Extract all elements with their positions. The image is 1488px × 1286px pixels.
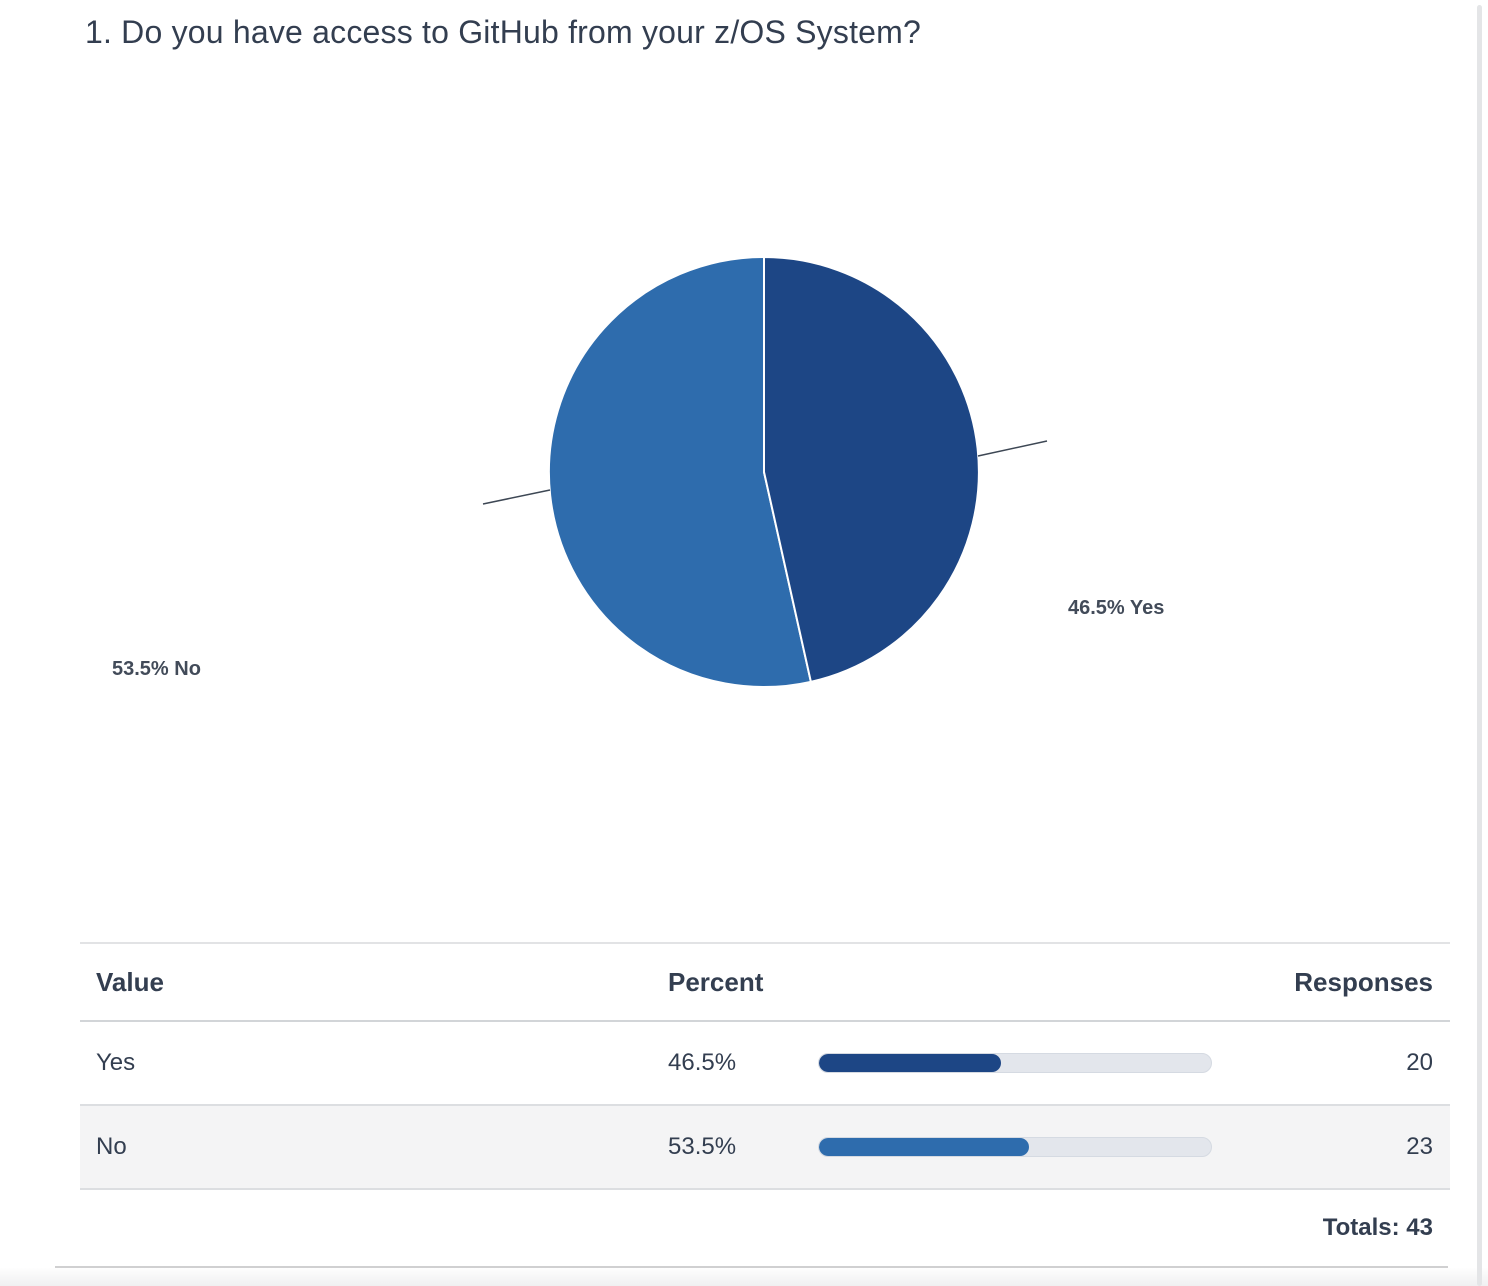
- table-row-no: No 53.5% 23: [80, 1106, 1450, 1190]
- percent-bar-fill: [819, 1054, 1002, 1072]
- table-header-row: Value Percent Responses: [80, 942, 1450, 1022]
- row-responses-count: 23: [1406, 1133, 1433, 1160]
- row-responses-count: 20: [1406, 1049, 1433, 1076]
- row-value-label: No: [96, 1133, 127, 1160]
- row-value-label: Yes: [96, 1049, 136, 1076]
- table-row-yes: Yes 46.5% 20: [80, 1022, 1450, 1106]
- header-value: Value: [96, 966, 164, 997]
- header-percent: Percent: [668, 966, 764, 997]
- table-totals-row: Totals: 43: [80, 1190, 1450, 1266]
- pie-label-yes: 46.5% Yes: [1068, 597, 1165, 619]
- row-percent-text: 46.5%: [668, 1049, 737, 1076]
- row-percent-text: 53.5%: [668, 1133, 737, 1160]
- results-table: Value Percent Responses Yes 46.5% 20 No …: [80, 942, 1450, 1266]
- pie-chart-svg: [482, 256, 1048, 688]
- pie-slice-no: [547, 256, 812, 688]
- totals-text: Totals: 43: [1322, 1214, 1433, 1241]
- percent-bar-fill: [819, 1138, 1029, 1156]
- leader-line-no: [482, 489, 551, 505]
- page-title: 1. Do you have access to GitHub from you…: [85, 14, 922, 50]
- scrollbar-track[interactable]: [1477, 5, 1482, 1286]
- leader-line-yes: [977, 440, 1048, 457]
- percent-bar-track: [818, 1053, 1212, 1073]
- pie-label-no: 53.5% No: [112, 658, 201, 680]
- section-shadow: [0, 1268, 1488, 1286]
- section-divider: [55, 1266, 1448, 1268]
- pie-chart: 46.5% Yes 53.5% No: [0, 160, 1488, 760]
- percent-bar-track: [818, 1137, 1212, 1157]
- pie-slice-yes: [763, 256, 980, 683]
- header-responses: Responses: [1294, 966, 1433, 997]
